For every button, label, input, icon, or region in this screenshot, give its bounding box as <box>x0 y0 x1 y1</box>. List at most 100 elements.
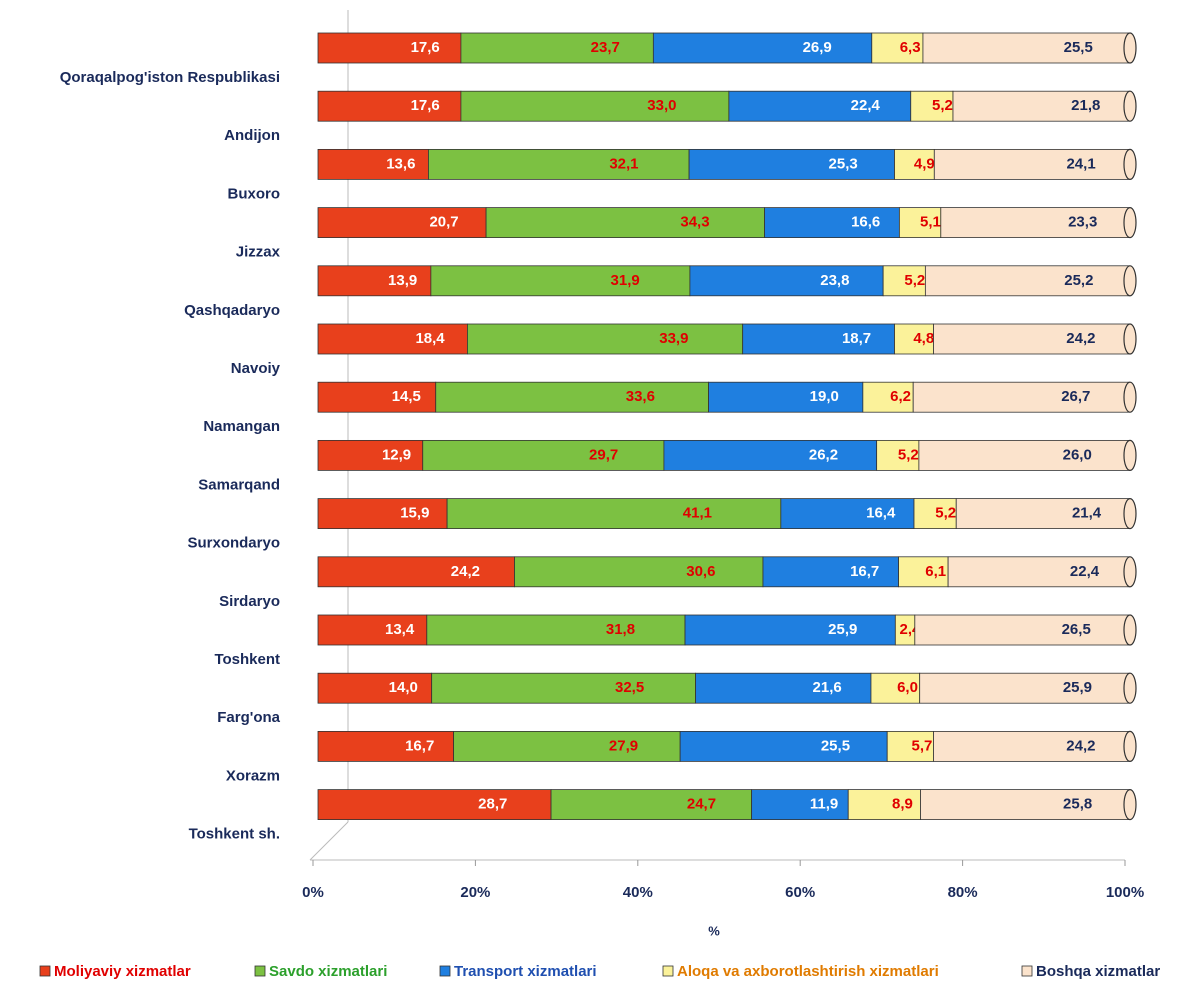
value-label: 6,2 <box>890 388 911 405</box>
bar-cap <box>1123 788 1137 821</box>
bar-segment <box>317 381 437 413</box>
value-label: 4,9 <box>914 155 935 172</box>
x-tick-label: 80% <box>948 884 978 901</box>
value-label: 20,7 <box>429 214 458 231</box>
legend-swatch <box>439 965 451 977</box>
value-label: 24,2 <box>451 563 480 580</box>
bar-cap <box>1123 265 1137 297</box>
value-label: 27,9 <box>609 737 638 754</box>
value-label: 22,4 <box>1070 563 1100 580</box>
bar-segment <box>919 672 1131 704</box>
value-label: 33,6 <box>626 388 655 405</box>
bar-segment <box>947 556 1131 588</box>
bar-segment <box>940 207 1131 239</box>
value-label: 31,8 <box>606 621 635 638</box>
value-label: 6,0 <box>897 679 918 696</box>
value-label: 19,0 <box>810 388 839 405</box>
value-label: 16,6 <box>851 214 880 231</box>
bar-segment <box>431 672 696 704</box>
bar-segment <box>430 265 691 297</box>
x-tick-label: 40% <box>623 884 653 901</box>
x-axis-label: % <box>708 923 720 938</box>
legend-label: Savdo xizmatlari <box>269 963 387 980</box>
value-label: 25,9 <box>828 621 857 638</box>
bar-segment <box>435 381 709 413</box>
legend-label: Aloqa va axborotlashtirish xizmatlari <box>677 963 939 980</box>
bar-segment <box>933 148 1131 180</box>
bar-segment <box>918 439 1131 471</box>
legend-label: Transport xizmatlari <box>454 963 597 980</box>
bar-cap <box>1123 207 1137 239</box>
bar-segment <box>317 265 432 297</box>
bar-segment <box>550 789 753 820</box>
y-tick-label: Toshkent sh. <box>189 826 280 843</box>
bar-cap <box>1123 90 1137 122</box>
value-label: 16,7 <box>405 737 434 754</box>
x-tick-label: 20% <box>460 884 490 901</box>
y-tick-label: Jizzax <box>236 244 281 261</box>
bar-segment <box>317 498 448 530</box>
value-label: 21,8 <box>1071 97 1100 114</box>
value-label: 15,9 <box>400 505 429 522</box>
y-tick-label: Navoiy <box>231 360 281 377</box>
value-label: 24,7 <box>687 796 716 813</box>
value-label: 4,8 <box>913 330 934 347</box>
bar-segment <box>955 498 1131 530</box>
bar-segment <box>886 731 934 762</box>
bar-segment <box>453 731 681 762</box>
value-label: 25,2 <box>1064 272 1093 289</box>
value-label: 14,5 <box>392 388 421 405</box>
bar-cap <box>1123 439 1137 471</box>
bar-segment <box>870 672 921 704</box>
value-label: 26,2 <box>809 446 838 463</box>
x-tick-label: 60% <box>785 884 815 901</box>
value-label: 17,6 <box>411 97 440 114</box>
bar-segment <box>317 439 424 471</box>
value-label: 11,9 <box>810 796 838 813</box>
bar-segment <box>428 148 690 180</box>
bar-segment <box>317 731 455 762</box>
bar-segment <box>317 32 462 64</box>
value-label: 13,6 <box>386 155 415 172</box>
value-label: 25,9 <box>1063 679 1092 696</box>
value-label: 26,0 <box>1063 446 1092 463</box>
x-tick-label: 100% <box>1106 884 1144 901</box>
bar-segment <box>894 323 934 355</box>
value-label: 25,3 <box>829 155 858 172</box>
value-label: 26,9 <box>803 39 832 56</box>
value-label: 18,4 <box>415 330 445 347</box>
legend-label: Moliyaviy xizmatlar <box>54 963 191 980</box>
value-label: 5,2 <box>904 272 925 289</box>
legend-label: Boshqa xizmatlar <box>1036 963 1160 980</box>
value-label: 26,7 <box>1061 388 1090 405</box>
bar-segment <box>663 439 878 471</box>
y-tick-label: Namangan <box>203 418 280 435</box>
bar-segment <box>514 556 764 588</box>
bar-segment <box>933 731 1131 762</box>
bar-segment <box>847 789 921 820</box>
value-label: 32,5 <box>615 679 644 696</box>
bar-segment <box>876 439 920 471</box>
value-label: 5,2 <box>932 97 953 114</box>
bar-cap <box>1123 730 1137 763</box>
bar-segment <box>317 323 468 355</box>
value-label: 26,5 <box>1062 621 1091 638</box>
value-label: 32,1 <box>609 155 638 172</box>
bar-segment <box>871 32 924 64</box>
value-label: 21,4 <box>1072 505 1102 522</box>
bar-segment <box>751 789 849 820</box>
bar-segment <box>762 556 899 588</box>
value-label: 18,7 <box>842 330 871 347</box>
value-label: 14,0 <box>389 679 418 696</box>
value-label: 25,5 <box>821 737 850 754</box>
value-label: 6,3 <box>900 39 921 56</box>
value-label: 5,1 <box>920 214 941 231</box>
value-label: 33,9 <box>659 330 688 347</box>
value-label: 6,1 <box>925 563 946 580</box>
bar-segment <box>684 614 896 646</box>
bar-cap <box>1123 323 1137 355</box>
bar-segment <box>912 381 1131 413</box>
y-tick-label: Xorazm <box>226 767 280 784</box>
bar-segment <box>317 789 552 820</box>
bar-cap <box>1123 614 1137 646</box>
